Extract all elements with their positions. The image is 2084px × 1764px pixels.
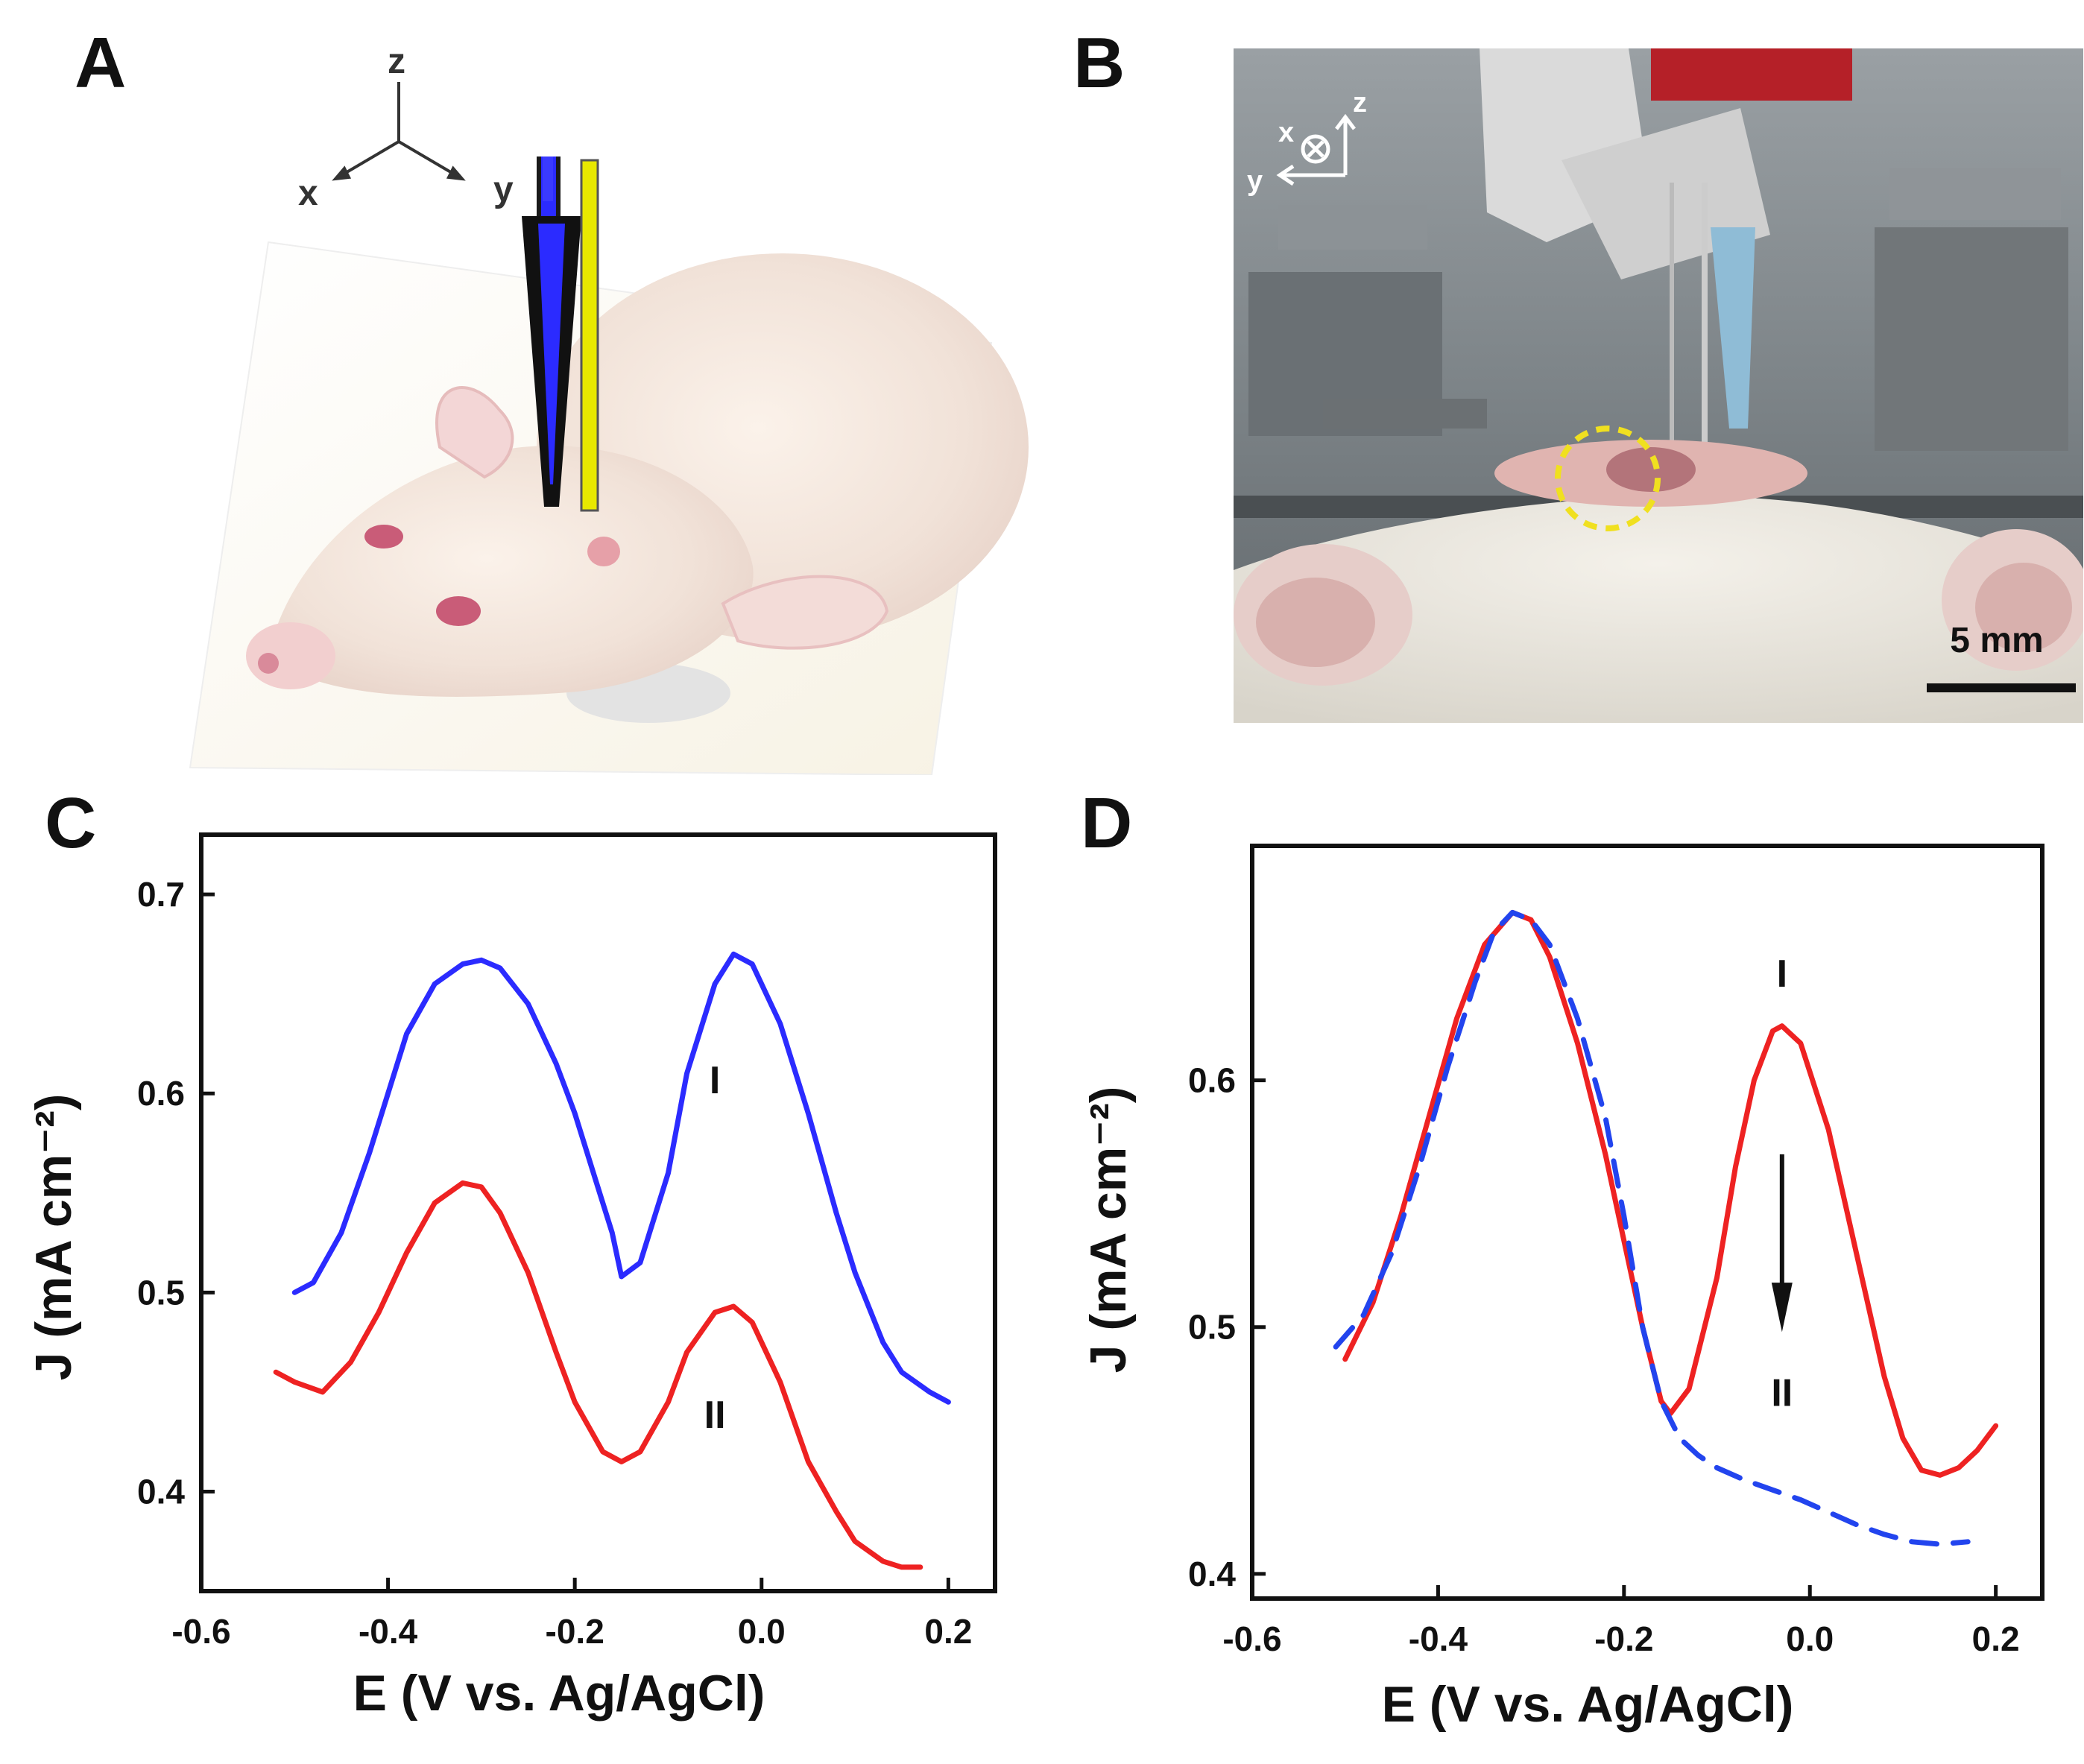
curve-label-II: II [704, 1394, 726, 1437]
y-tick-label: 0.5 [137, 1273, 185, 1312]
y-tick-label: 0.6 [137, 1074, 185, 1113]
y-tick-label: 0.6 [1188, 1061, 1236, 1100]
panel-d-letter: D [1081, 783, 1133, 863]
y-tick-label: 0.5 [1188, 1308, 1236, 1347]
panel-c-letter: C [45, 783, 97, 863]
x-tick-label: -0.4 [1409, 1619, 1468, 1658]
target-circle [1555, 426, 1661, 531]
series-II-line [273, 1180, 923, 1570]
curve-label-I: I [710, 1059, 720, 1102]
rat-with-electrode-illustration: z x y [189, 42, 1029, 775]
y-tick-label: 0.7 [137, 875, 185, 914]
y-axis-title: J (mA cm⁻²) [1080, 1087, 1137, 1373]
axis-x-label: x [298, 174, 318, 213]
arrow-head [1771, 1283, 1793, 1333]
x-tick-label: -0.2 [1594, 1619, 1653, 1658]
series-I-line [1342, 909, 1999, 1478]
y-tick-label: 0.4 [137, 1472, 185, 1511]
panel-b-letter: B [1073, 23, 1125, 103]
y-axis-title: J (mA cm⁻²) [25, 1094, 82, 1381]
axis-y-label: y [1247, 165, 1263, 197]
x-tick-label: -0.6 [1222, 1619, 1281, 1658]
series-II-line [1333, 909, 1971, 1547]
scale-bar [1927, 683, 2076, 692]
x-tick-label: 0.2 [1972, 1619, 2020, 1658]
axes-icon [1276, 113, 1356, 186]
chart-d: -0.6 -0.4 -0.2 0.0 0.20.40.50.6 III E (V vs.… [1080, 844, 2044, 1733]
x-tick-label: -0.6 [171, 1612, 230, 1651]
rat-experiment-photo: x y z 5 mm [1234, 48, 2083, 723]
x-tick-label: 0.0 [1786, 1619, 1834, 1658]
curve-label-I: I [1777, 952, 1787, 996]
axis-y-label: y [493, 170, 514, 209]
x-tick-label: -0.4 [359, 1612, 418, 1651]
x-tick-label: 0.2 [924, 1612, 972, 1651]
curve-label-II: II [1771, 1372, 1793, 1415]
axis-x-label: x [1278, 117, 1294, 148]
x-axis-title: E (V vs. Ag/AgCl) [353, 1665, 765, 1722]
series-I-line [291, 951, 951, 1405]
chart-c: -0.6 -0.4 -0.2 0.0 0.20.40.50.60.7 III E (V … [25, 832, 997, 1722]
plot-frame [1250, 844, 2044, 1601]
x-axis-title: E (V vs. Ag/AgCl) [1382, 1676, 1794, 1733]
y-tick-label: 0.4 [1188, 1555, 1236, 1593]
axes-icon [332, 82, 466, 181]
scale-bar-label: 5 mm [1950, 621, 2043, 660]
axis-z-label: z [388, 42, 405, 81]
panel-a-letter: A [75, 23, 127, 103]
axis-z-label: z [1353, 87, 1367, 118]
plot-frame [199, 832, 997, 1593]
x-tick-label: 0.0 [738, 1612, 786, 1651]
x-tick-label: -0.2 [546, 1612, 604, 1651]
